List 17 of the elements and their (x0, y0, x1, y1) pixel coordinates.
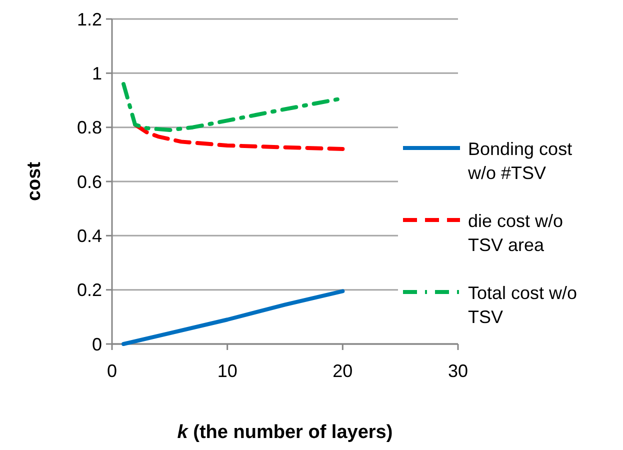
legend-label: Bonding cost w/o #TSV (467, 139, 572, 183)
line-series (122, 289, 345, 346)
y-tick-label: 0.4 (76, 226, 102, 246)
y-tick-label: 1 (92, 63, 102, 84)
y-axis-title: cost (24, 161, 45, 202)
y-tick-label: 1.2 (76, 9, 102, 30)
x-axis-title: k (the number of layers) (177, 422, 393, 443)
y-tick-label: 0.2 (76, 280, 102, 300)
y-tick-label: 0 (92, 334, 102, 354)
legend-label: die cost w/o TSV area (468, 211, 564, 255)
x-tick-label: 30 (448, 361, 468, 381)
x-tick-label: 0 (106, 361, 118, 381)
x-tick-label: 10 (217, 361, 238, 381)
y-tick-label: 0.6 (76, 172, 102, 192)
y-tick-label: 0.8 (76, 118, 102, 138)
legend-label: Total cost w/o TSV (468, 283, 578, 327)
x-tick-label: 20 (332, 361, 353, 381)
